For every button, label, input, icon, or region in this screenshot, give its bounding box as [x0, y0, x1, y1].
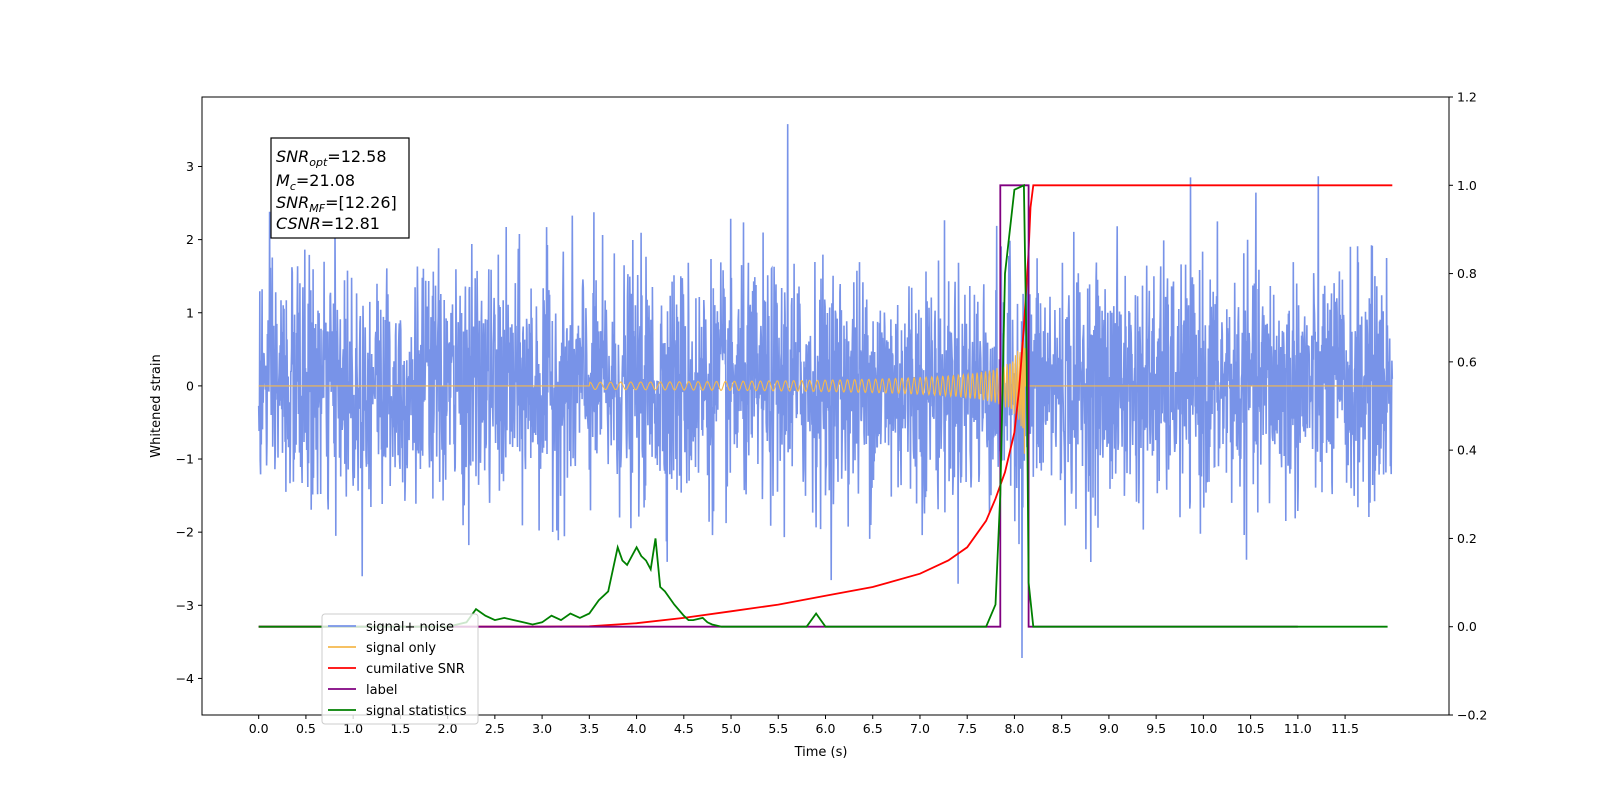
axis-ticks: 0.0 0.5 1.0 1.5 2.0 2.5 3.0 3.5 4.0 4.5 5.0 5.5 6.0 6…: [176, 90, 1488, 737]
y-tick-label: −1: [176, 452, 194, 467]
y2-tick-label: 0.8: [1457, 266, 1477, 281]
y-tick-label: 3: [186, 159, 194, 174]
plot-area: [257, 124, 1394, 659]
annotation-snr-mf: SNRMF=[12.26]: [276, 193, 397, 215]
legend-label-signal-noise: signal+ noise: [366, 620, 454, 635]
x-tick-label: 9.5: [1146, 721, 1166, 736]
x-tick-label: 4.5: [674, 721, 694, 736]
x-tick-label: 10.5: [1237, 721, 1265, 736]
x-tick-label: 5.0: [721, 721, 741, 736]
annotation-frame: [270, 137, 410, 239]
series-line-signal-statistics: [258, 183, 1388, 628]
legend-label-cumilative-snr: cumilative SNR: [366, 662, 465, 677]
annotation-mc: Mc=21.08: [276, 171, 355, 193]
x-tick-label: 6.5: [863, 721, 883, 736]
y-axis-label: Whitened strain: [149, 354, 164, 457]
series-line-signal-only: [258, 339, 1393, 454]
x-tick-label: 7.5: [957, 721, 977, 736]
x-tick-label: 7.0: [910, 721, 930, 736]
x-tick-label: 4.0: [627, 721, 647, 736]
y2-tick-label: 0.2: [1457, 531, 1477, 546]
x-tick-label: 0.0: [249, 721, 269, 736]
series-line-signal-noise: [257, 124, 1394, 659]
x-tick-label: 8.5: [1052, 721, 1072, 736]
y-tick-label: 2: [186, 232, 194, 247]
x-tick-label: 3.5: [579, 721, 599, 736]
annotation-snr-opt: SNRopt=12.58: [276, 147, 387, 169]
y2-tick-label: 0.4: [1457, 443, 1477, 458]
y-tick-label: 0: [186, 378, 194, 393]
x-tick-label: 11.5: [1331, 721, 1359, 736]
x-tick-label: 5.5: [768, 721, 788, 736]
y2-tick-label: 1.2: [1457, 90, 1477, 105]
x-tick-label: 0.5: [296, 721, 316, 736]
y-tick-label: −4: [176, 671, 194, 686]
y-tick-label: −2: [176, 525, 194, 540]
y-tick-label: 1: [186, 305, 194, 320]
y2-tick-label: 1.0: [1457, 178, 1477, 193]
annotation-csnr: CSNR=12.81: [276, 214, 380, 233]
legend-frame: [321, 613, 479, 725]
y2-tick-label: 0.0: [1457, 619, 1477, 634]
legend-label-signal-statistics: signal statistics: [366, 704, 467, 719]
x-tick-label: 8.0: [1004, 721, 1024, 736]
x-tick-label: 11.0: [1284, 721, 1312, 736]
legend-label-label: label: [366, 683, 397, 698]
x-tick-label: 3.0: [532, 721, 552, 736]
x-tick-label: 2.5: [485, 721, 505, 736]
y2-tick-label: 0.6: [1457, 354, 1477, 369]
y2-tick-label: −0.2: [1457, 708, 1487, 723]
annotation-box: SNRopt=12.58 Mc=21.08 SNRMF=[12.26] CSNR…: [270, 137, 410, 239]
y-tick-label: −3: [176, 598, 194, 613]
legend: signal+ noise signal only cumilative SNR…: [321, 613, 479, 725]
x-tick-label: 2.0: [438, 721, 458, 736]
legend-label-signal-only: signal only: [366, 641, 436, 656]
x-tick-label: 10.0: [1189, 721, 1217, 736]
x-tick-label: 1.5: [390, 721, 410, 736]
x-axis-label: Time (s): [794, 745, 848, 760]
x-tick-label: 9.0: [1099, 721, 1119, 736]
x-tick-label: 1.0: [343, 721, 363, 736]
x-tick-label: 6.0: [816, 721, 836, 736]
